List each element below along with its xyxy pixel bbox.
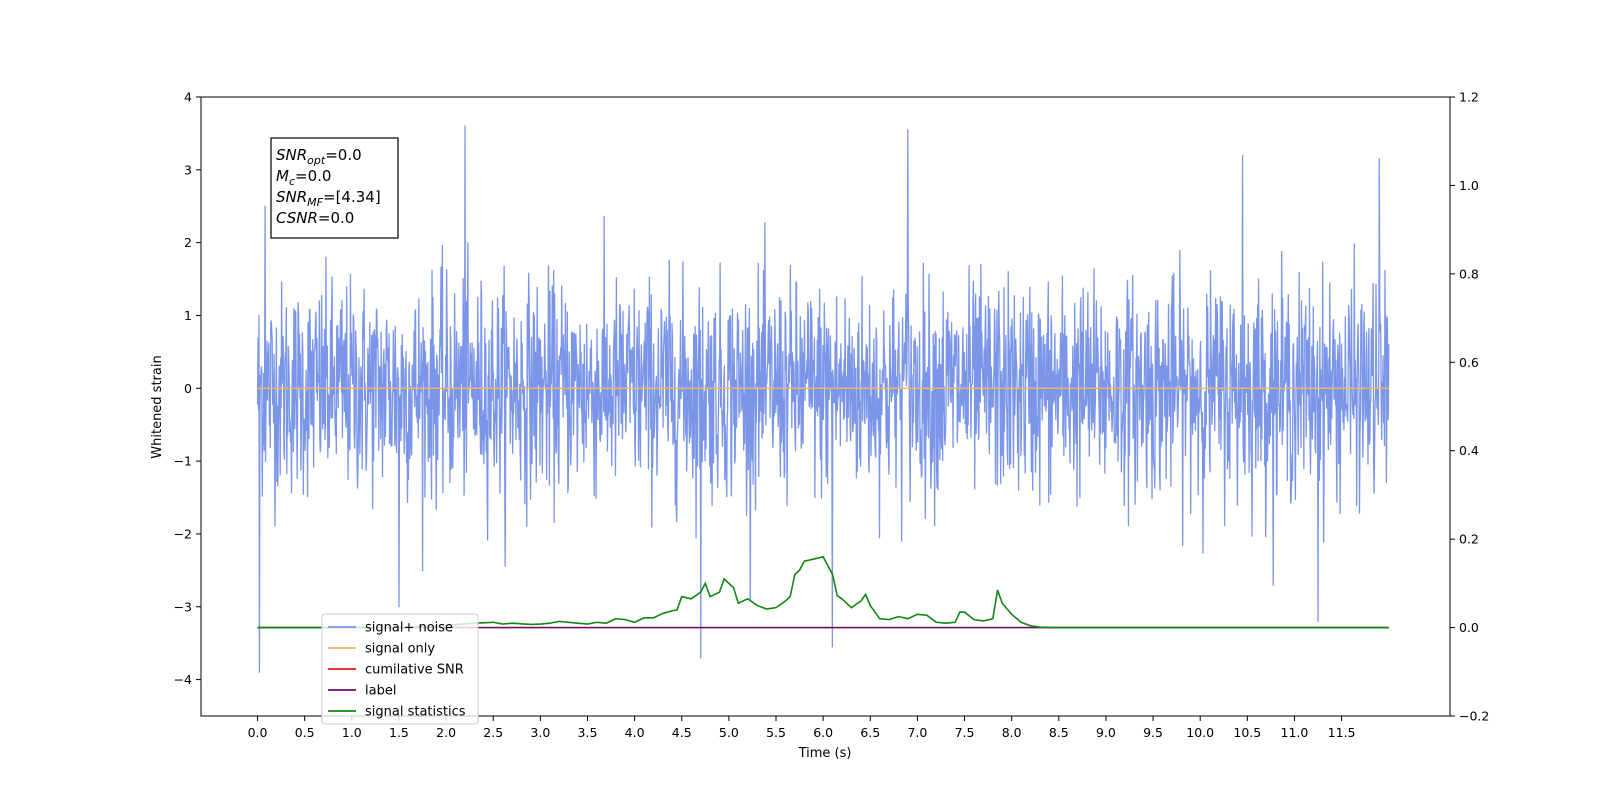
annotation-line: Mc=0.0 [276, 167, 331, 188]
x-axis-title: Time (s) [798, 746, 852, 761]
series-line-4 [257, 555, 1389, 629]
y-axis-right: −0.2 0.0 0.2 0.4 0.6 0.8 1.0 1.2 [1450, 90, 1489, 724]
y2-tick-label: 0.8 [1459, 266, 1479, 281]
y2-tick-label: 0.2 [1459, 532, 1479, 547]
legend-label: cumilative SNR [365, 663, 464, 678]
x-tick-label: 6.0 [813, 725, 833, 740]
x-tick-label: 2.0 [436, 725, 456, 740]
y-tick-label: 2 [184, 235, 192, 250]
legend-label: signal only [365, 642, 435, 657]
y2-tick-label: 1.0 [1459, 178, 1479, 193]
legend: signal+ noise signal only cumilative SNR la… [321, 613, 479, 725]
annotation-line: CSNR=0.0 [276, 209, 354, 227]
legend-label: label [365, 684, 396, 699]
x-tick-label: 5.0 [719, 725, 739, 740]
x-tick-label: 10.0 [1186, 725, 1214, 740]
x-tick-label: 6.5 [860, 725, 880, 740]
y2-tick-label: −0.2 [1459, 709, 1489, 724]
annotation-line: SNRopt=0.0 [276, 146, 362, 167]
y-tick-label: −1 [174, 454, 192, 469]
plot-frame [200, 96, 1451, 717]
x-tick-label: 7.5 [955, 725, 975, 740]
y-tick-label: −4 [174, 672, 192, 687]
x-tick-label: 1.0 [342, 725, 362, 740]
x-tick-label: 3.5 [578, 725, 598, 740]
x-tick-label: 8.5 [1049, 725, 1069, 740]
y-tick-label: 3 [184, 162, 192, 177]
x-tick-label: 4.0 [625, 725, 645, 740]
x-tick-label: 7.0 [907, 725, 927, 740]
y2-tick-label: 0.6 [1459, 355, 1479, 370]
x-tick-label: 4.5 [672, 725, 692, 740]
legend-label: signal statistics [365, 705, 466, 720]
x-tick-label: 3.0 [530, 725, 550, 740]
x-tick-label: 9.5 [1143, 725, 1163, 740]
x-tick-label: 11.0 [1281, 725, 1309, 740]
legend-label: signal+ noise [365, 621, 453, 636]
y-tick-label: 4 [184, 90, 192, 105]
x-tick-label: 1.5 [389, 725, 409, 740]
y-tick-label: 0 [184, 381, 192, 396]
series-layer [256, 125, 1390, 673]
y2-tick-label: 0.0 [1459, 620, 1479, 635]
y-axis-title: Whitened strain [150, 355, 165, 458]
x-tick-label: 0.5 [295, 725, 315, 740]
x-tick-label: 9.0 [1096, 725, 1116, 740]
legend-frame [321, 613, 479, 725]
x-tick-label: 10.5 [1233, 725, 1261, 740]
y2-tick-label: 0.4 [1459, 443, 1479, 458]
annotation-frame [270, 137, 399, 239]
x-tick-label: 8.0 [1002, 725, 1022, 740]
y-axis-left: −4 −3 −2 −1 0 1 2 3 4 [174, 90, 201, 687]
y-tick-label: −3 [174, 599, 192, 614]
series-signal-noise [256, 125, 1390, 673]
x-tick-label: 0.0 [248, 725, 268, 740]
annotation-line: SNRMF=[4.34] [276, 188, 381, 209]
y-tick-label: 1 [184, 308, 192, 323]
y2-tick-label: 1.2 [1459, 90, 1479, 105]
y-tick-label: −2 [174, 526, 192, 541]
x-tick-label: 11.5 [1328, 725, 1356, 740]
x-tick-label: 2.5 [483, 725, 503, 740]
x-tick-label: 5.5 [766, 725, 786, 740]
x-axis: 0.0 0.5 1.0 1.5 2.0 2.5 3.0 3.5 4.0 4.5 5.0 5.5 6.0 6… [248, 716, 1356, 740]
